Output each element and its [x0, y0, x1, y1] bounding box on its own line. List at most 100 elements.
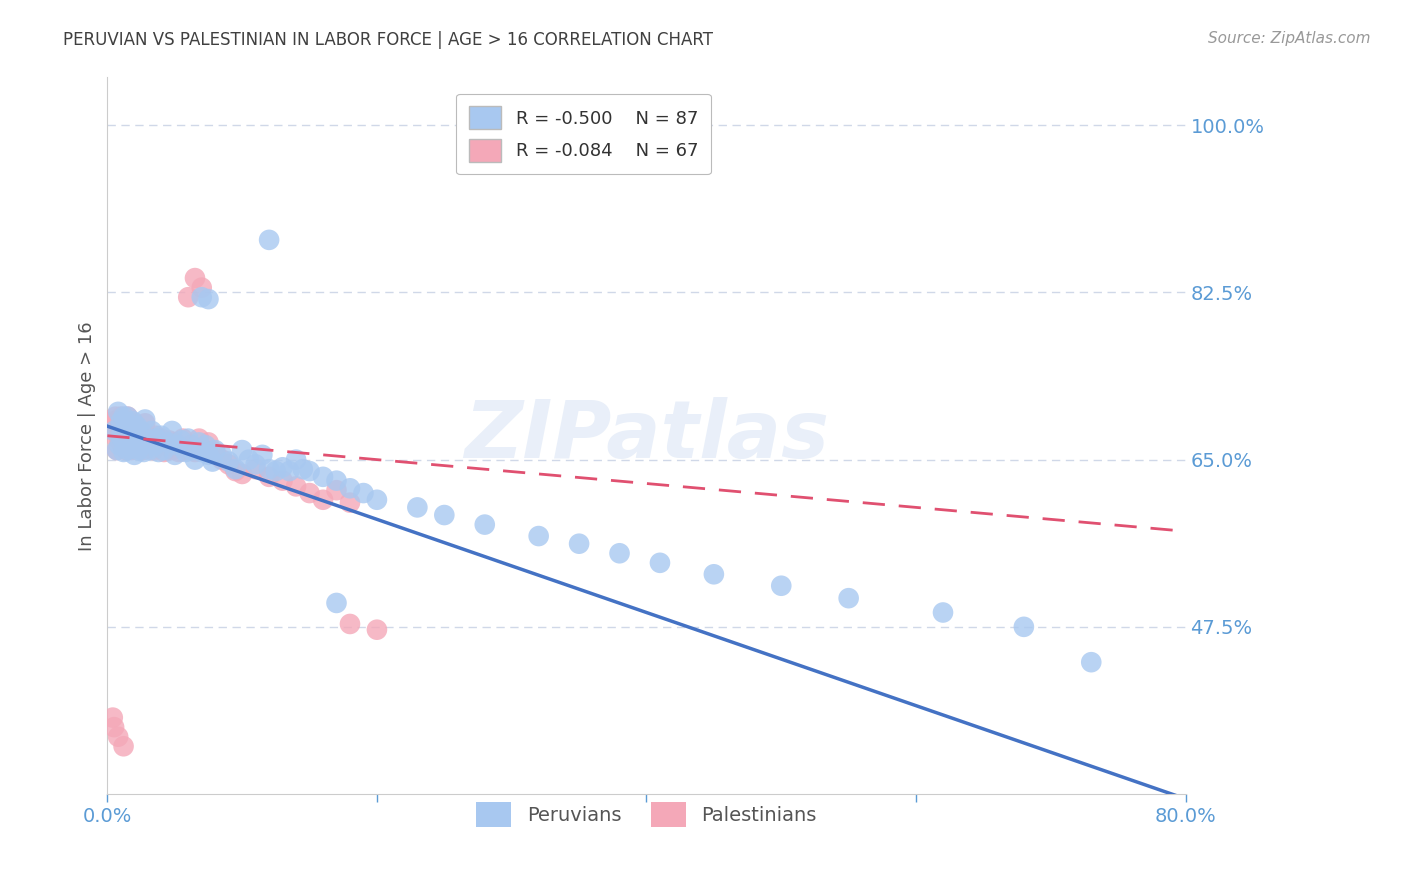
Point: [224, 464, 246, 478]
Point: [120, 422, 142, 436]
Point: [160, 443, 183, 458]
Point: [224, 462, 246, 476]
Legend: Peruvians, Palestinians: Peruvians, Palestinians: [468, 794, 824, 835]
Point: [108, 438, 131, 452]
Point: [117, 432, 139, 446]
Point: [121, 443, 143, 458]
Point: [568, 537, 591, 551]
Point: [257, 233, 280, 247]
Point: [139, 434, 162, 448]
Point: [167, 445, 190, 459]
Point: [132, 428, 155, 442]
Point: [204, 445, 226, 459]
Point: [197, 292, 219, 306]
Point: [285, 452, 308, 467]
Point: [177, 290, 200, 304]
Point: [156, 438, 179, 452]
Point: [134, 412, 156, 426]
Point: [474, 517, 496, 532]
Point: [145, 428, 167, 442]
Point: [194, 438, 217, 452]
Point: [193, 443, 215, 458]
Point: [112, 739, 135, 754]
Point: [117, 443, 139, 458]
Point: [150, 432, 173, 446]
Point: [180, 438, 202, 452]
Point: [131, 443, 153, 458]
Point: [188, 435, 211, 450]
Point: [188, 432, 211, 446]
Point: [1012, 620, 1035, 634]
Point: [271, 474, 294, 488]
Point: [125, 432, 148, 446]
Point: [153, 443, 176, 458]
Point: [112, 445, 135, 459]
Point: [112, 425, 135, 440]
Point: [257, 470, 280, 484]
Point: [218, 458, 240, 472]
Point: [107, 405, 129, 419]
Point: [108, 434, 131, 448]
Point: [107, 730, 129, 744]
Point: [101, 710, 124, 724]
Text: PERUVIAN VS PALESTINIAN IN LABOR FORCE | AGE > 16 CORRELATION CHART: PERUVIAN VS PALESTINIAN IN LABOR FORCE |…: [63, 31, 713, 49]
Point: [111, 438, 134, 452]
Point: [339, 617, 361, 632]
Point: [103, 720, 125, 734]
Point: [197, 448, 219, 462]
Point: [121, 432, 143, 446]
Point: [124, 448, 146, 462]
Point: [218, 454, 240, 468]
Point: [138, 443, 160, 458]
Point: [120, 424, 142, 438]
Point: [103, 424, 125, 438]
Point: [406, 500, 429, 515]
Point: [127, 443, 149, 458]
Point: [932, 606, 955, 620]
Point: [325, 596, 347, 610]
Point: [176, 443, 198, 458]
Point: [125, 438, 148, 452]
Point: [117, 409, 139, 424]
Point: [291, 462, 314, 476]
Point: [1080, 655, 1102, 669]
Point: [117, 409, 139, 424]
Point: [124, 417, 146, 431]
Point: [527, 529, 550, 543]
Point: [110, 409, 132, 424]
Point: [117, 425, 139, 440]
Point: [110, 419, 132, 434]
Point: [132, 445, 155, 459]
Point: [110, 414, 132, 428]
Point: [325, 474, 347, 488]
Point: [257, 462, 280, 476]
Point: [184, 445, 207, 459]
Point: [366, 492, 388, 507]
Y-axis label: In Labor Force | Age > 16: In Labor Force | Age > 16: [79, 321, 96, 550]
Point: [142, 443, 165, 458]
Point: [190, 280, 212, 294]
Point: [125, 419, 148, 434]
Point: [190, 290, 212, 304]
Point: [141, 424, 163, 438]
Point: [122, 414, 145, 428]
Point: [285, 479, 308, 493]
Point: [148, 445, 170, 459]
Point: [112, 409, 135, 424]
Point: [238, 452, 260, 467]
Point: [838, 591, 860, 606]
Point: [128, 432, 150, 446]
Point: [271, 460, 294, 475]
Point: [163, 435, 186, 450]
Point: [150, 428, 173, 442]
Point: [125, 428, 148, 442]
Point: [118, 435, 141, 450]
Point: [105, 443, 128, 458]
Point: [703, 567, 725, 582]
Point: [111, 432, 134, 446]
Point: [211, 452, 233, 467]
Point: [157, 434, 180, 448]
Point: [312, 492, 335, 507]
Point: [648, 556, 671, 570]
Point: [104, 409, 127, 424]
